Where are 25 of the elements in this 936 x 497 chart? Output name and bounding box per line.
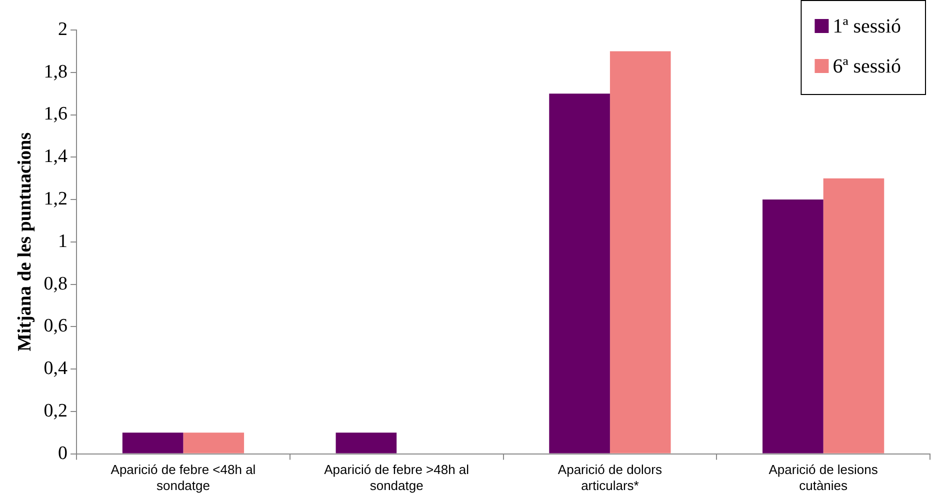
x-tick-label: Aparició de dolors articulars* xyxy=(558,462,662,493)
y-tick-label: 1 xyxy=(58,230,68,252)
y-tick-label: 1,2 xyxy=(44,188,68,210)
y-tick-label: 1,6 xyxy=(44,104,68,125)
x-tick-label: Aparició de febre <48h al sondatge xyxy=(110,462,256,493)
y-tick-label: 0,8 xyxy=(44,273,68,294)
y-tick-label: 0,6 xyxy=(44,316,68,337)
x-tick-label: Aparició de febre >48h al sondatge xyxy=(324,462,470,493)
bar xyxy=(762,200,824,454)
y-tick-label: 1,8 xyxy=(44,61,68,82)
bar xyxy=(336,432,397,454)
bar xyxy=(823,178,884,454)
bar xyxy=(610,51,671,454)
y-tick-label: 0,4 xyxy=(44,358,68,380)
bar xyxy=(122,432,184,454)
bar xyxy=(549,94,610,454)
x-tick-label: Aparició de lesions cutànies xyxy=(768,462,878,493)
y-tick-label: 1,4 xyxy=(44,146,68,168)
y-tick-label: 0,2 xyxy=(44,400,68,422)
y-axis-title: Mitjana de les puntuacions xyxy=(14,132,36,352)
y-tick-label: 2 xyxy=(58,18,68,40)
legend-label: 6ª sessió xyxy=(832,55,902,78)
legend-label: 1ª sessió xyxy=(832,15,902,38)
y-tick-label: 0 xyxy=(58,442,68,464)
bar xyxy=(183,432,244,454)
